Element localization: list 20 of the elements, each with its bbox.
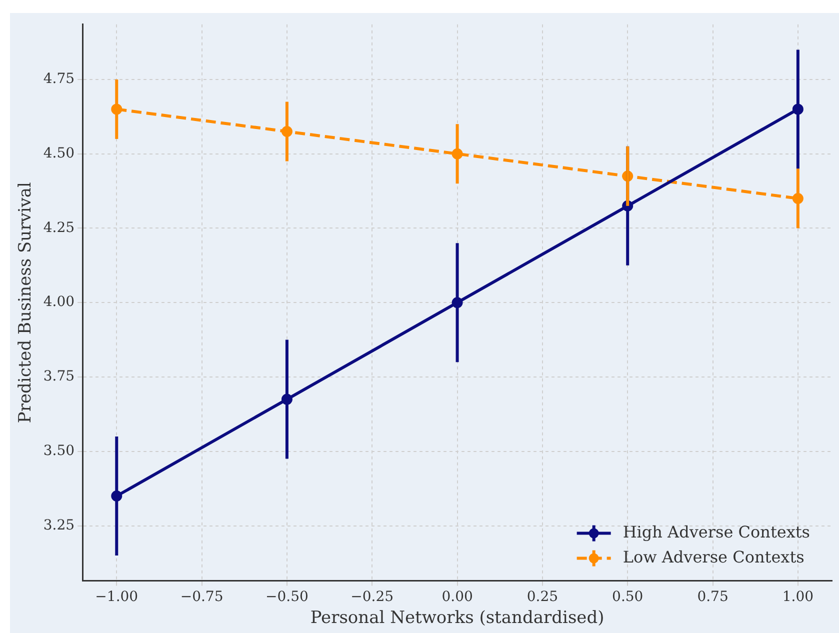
x-tick-label: −0.50: [266, 588, 308, 605]
y-tick-label: 3.75: [43, 368, 75, 385]
y-tick-label: 4.25: [43, 220, 75, 236]
x-tick-label: −0.75: [180, 588, 224, 605]
legend-label: High Adverse Contexts: [622, 522, 810, 542]
x-tick-label: 1.00: [782, 588, 814, 605]
y-axis-title: Predicted Business Survival: [16, 182, 36, 424]
x-tick-label: 0.75: [697, 588, 728, 605]
y-tick-label: 4.75: [43, 71, 75, 88]
x-tick-label: 0.25: [526, 588, 558, 605]
y-tick-label: 4.50: [43, 145, 75, 162]
y-tick-label: 3.25: [43, 517, 75, 534]
x-tick-label: −0.25: [350, 588, 394, 605]
x-tick-label: 0.00: [442, 588, 473, 605]
y-tick-label: 3.50: [43, 443, 75, 460]
x-axis-title: Personal Networks (standardised): [310, 608, 604, 628]
legend-label: Low Adverse Contexts: [622, 547, 804, 566]
x-tick-label: −1.00: [95, 588, 138, 605]
x-tick-label: 0.50: [612, 588, 644, 605]
y-tick-label: 4.00: [43, 294, 75, 310]
